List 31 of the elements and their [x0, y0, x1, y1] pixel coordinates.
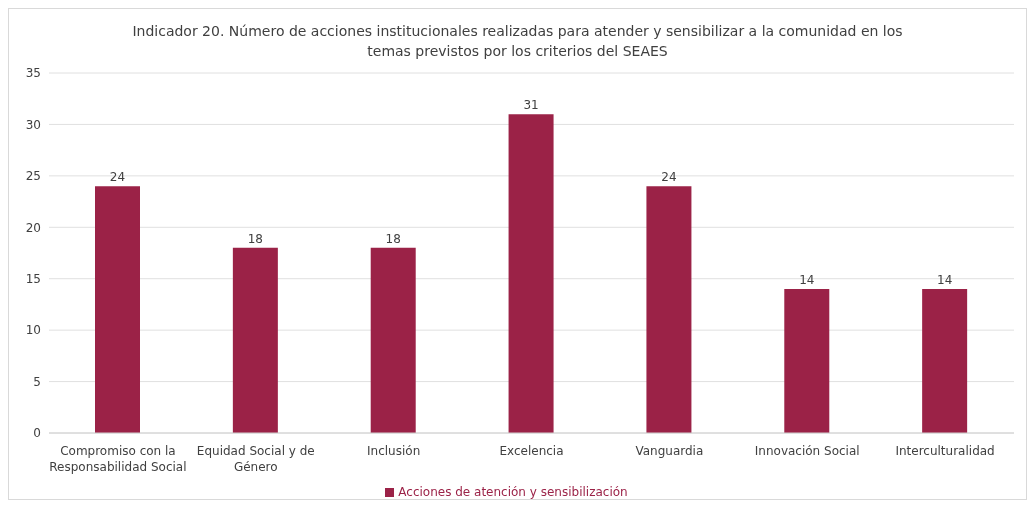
bar	[508, 114, 554, 433]
data-label: 31	[523, 98, 539, 113]
data-label: 24	[109, 170, 126, 185]
y-tick-label: 10	[25, 323, 41, 338]
y-tick-label: 30	[25, 117, 41, 132]
x-tick-label: Excelencia	[499, 444, 564, 458]
x-tick-label: Innovación Social	[754, 444, 860, 458]
x-tick-label: Interculturalidad	[895, 444, 995, 458]
y-tick-label: 25	[25, 169, 41, 184]
x-tick-label: Equidad Social y de Género	[196, 444, 315, 474]
y-tick-label: 20	[25, 220, 41, 235]
data-label: 24	[661, 170, 677, 185]
x-tick-label: Inclusión	[367, 444, 421, 458]
data-label: 14	[937, 273, 953, 287]
bar	[232, 247, 278, 433]
legend-label: Acciones de atención y sensibilización	[398, 485, 628, 499]
data-label: 18	[385, 231, 401, 246]
y-tick-label: 35	[25, 66, 41, 81]
x-tick-label: Vanguardia	[635, 444, 704, 458]
data-label: 14	[799, 273, 815, 287]
y-tick-label: 5	[33, 374, 41, 389]
bar	[370, 247, 416, 433]
y-tick-label: 0	[33, 426, 41, 441]
data-label: 18	[247, 231, 263, 246]
bar	[784, 289, 830, 433]
bar	[922, 289, 968, 433]
x-tick-label: Compromiso con la Responsabilidad Social	[49, 444, 187, 474]
chart-title: Indicador 20. Número de acciones institucionales realizadas para atender y sensibilizar a la comunidad en los temas previstos por los criterios del SEAES	[131, 22, 904, 61]
bar	[646, 186, 692, 433]
y-tick-label: 15	[25, 271, 41, 286]
bar	[95, 186, 140, 433]
